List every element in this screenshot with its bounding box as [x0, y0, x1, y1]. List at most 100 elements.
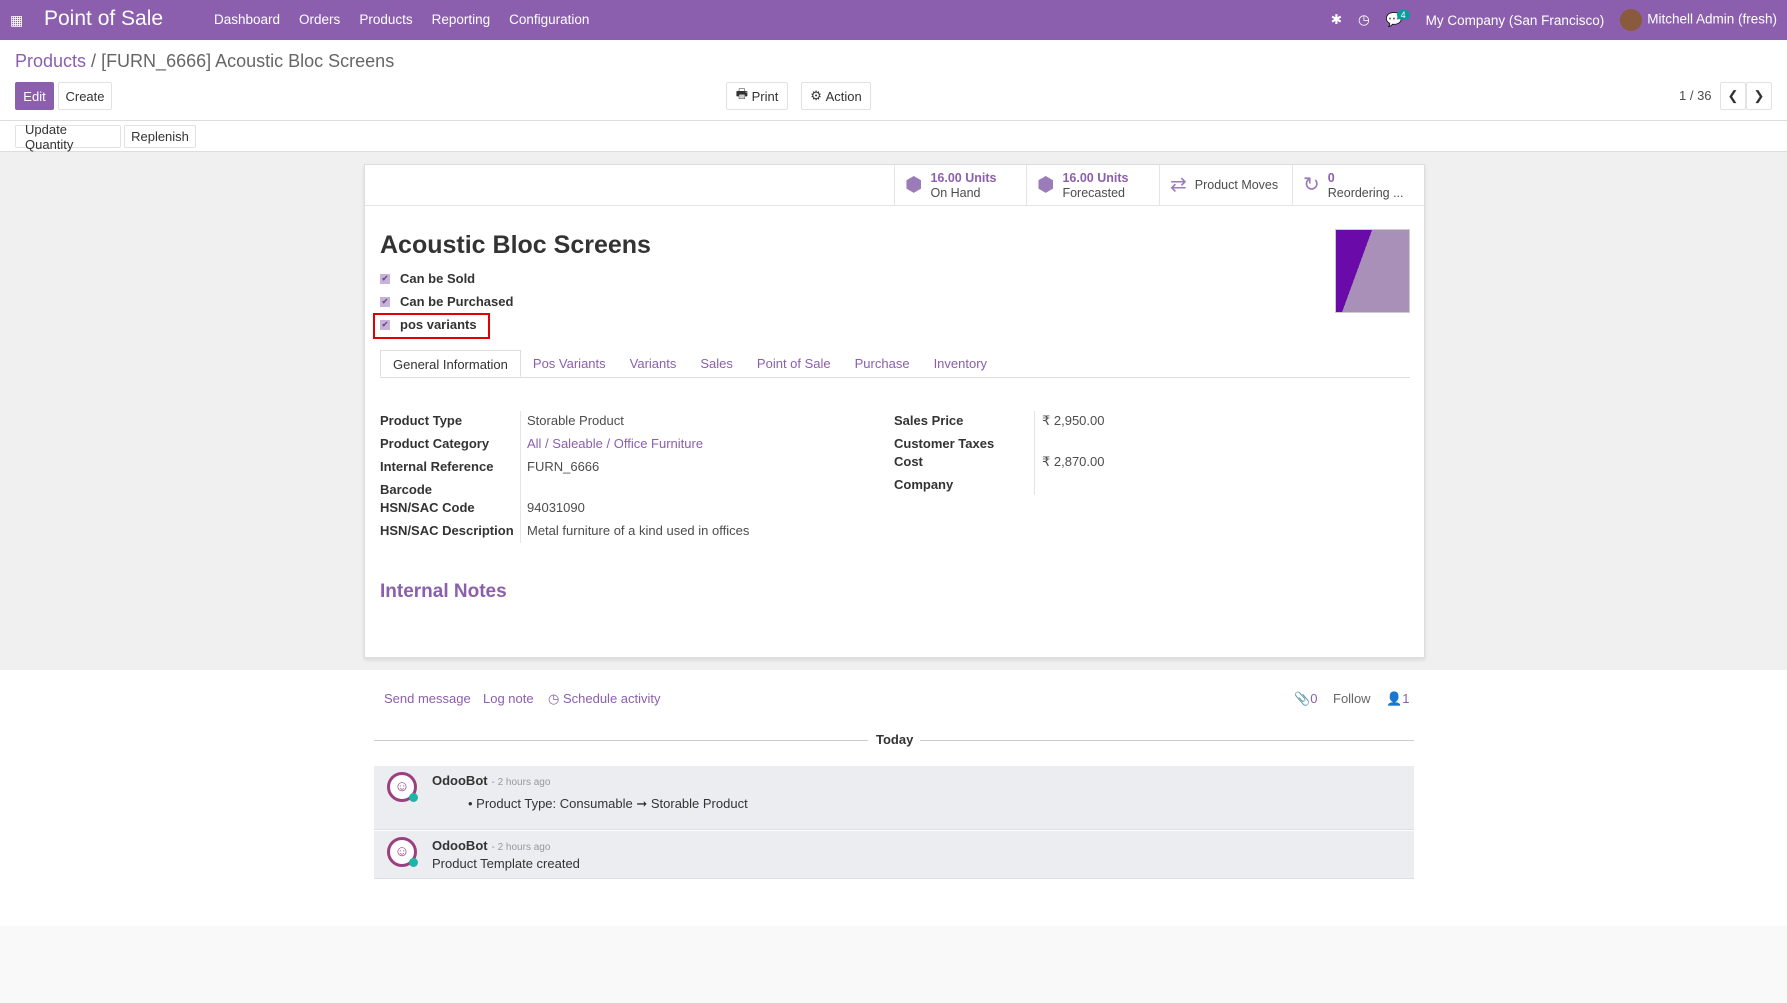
schedule-activity-label: Schedule activity	[562, 691, 661, 706]
avatar	[1620, 9, 1643, 31]
clock-icon[interactable]: ◷	[1358, 12, 1370, 27]
field-label: Cost	[894, 454, 923, 469]
stat-label: On Hand	[930, 185, 981, 200]
schedule-activity-button[interactable]: ◷ Schedule activity	[548, 691, 661, 707]
field-label: Product Category	[380, 436, 490, 451]
stat-value: 0	[1327, 170, 1335, 185]
user-name: Mitchell Admin (fresh)	[1647, 11, 1777, 27]
breadcrumb: Products / [FURN_6666] Acoustic Bloc Scr…	[15, 51, 395, 71]
field-separator	[520, 411, 521, 543]
breadcrumb-current: [FURN_6666] Acoustic Bloc Screens	[101, 51, 395, 71]
product-image[interactable]	[1335, 229, 1410, 313]
pos-variants-checkbox[interactable]: ✔ pos variants	[380, 317, 477, 332]
print-button[interactable]: 🖶 Print	[726, 82, 788, 110]
control-panel	[0, 40, 1787, 152]
breadcrumb-products[interactable]: Products	[15, 51, 87, 71]
update-quantity-button[interactable]: Update Quantity	[15, 122, 121, 152]
stat-label: Forecasted	[1062, 185, 1125, 200]
message-body: • Product Type: Consumable ➞ Storable Pr…	[468, 796, 748, 811]
product-type-value: Storable Product	[527, 413, 624, 428]
checkbox-label: Can be Purchased	[400, 294, 514, 309]
divider	[0, 120, 1787, 121]
cost-value: ₹ 2,870.00	[1042, 454, 1105, 469]
field-separator	[1034, 411, 1035, 495]
chat-icon[interactable]: 💬4	[1386, 10, 1410, 28]
followers-count: 1	[1402, 691, 1410, 706]
sales-price-value: ₹ 2,950.00	[1042, 413, 1105, 428]
stat-value: 16.00 Units	[1062, 170, 1129, 185]
stat-reordering[interactable]: ↻ 0 Reordering ...	[1292, 165, 1424, 206]
paperclip-icon: 📎	[1294, 691, 1311, 706]
pager-next-button[interactable]: ❯	[1746, 82, 1772, 110]
field-label: HSN/SAC Description	[380, 523, 514, 538]
pager-value[interactable]: 1 / 36	[1679, 88, 1712, 103]
today-label: Today	[876, 732, 914, 747]
tab-sales[interactable]: Sales	[700, 356, 733, 371]
attachments-button[interactable]: 📎0	[1294, 691, 1317, 707]
menu-reporting[interactable]: Reporting	[431, 12, 491, 27]
user-icon: 👤	[1386, 691, 1403, 706]
user-menu[interactable]: Mitchell Admin (fresh)	[1620, 9, 1777, 31]
product-category-link[interactable]: All / Saleable / Office Furniture	[527, 436, 704, 451]
field-label: HSN/SAC Code	[380, 500, 475, 515]
apps-menu-icon[interactable]: ▦	[10, 12, 24, 28]
separator-line	[374, 740, 868, 741]
checkbox-label: pos variants	[400, 317, 477, 332]
create-button[interactable]: Create	[58, 82, 112, 110]
stat-label: Reordering ...	[1327, 185, 1404, 200]
tab-general-information[interactable]: General Information	[380, 350, 521, 377]
highlight-box	[373, 313, 490, 339]
message-body: Product Template created	[432, 856, 580, 871]
form-sheet: ⬢ 16.00 Units On Hand ⬢ 16.00 Units Forecast…	[364, 164, 1425, 658]
refresh-icon: ↻	[1303, 174, 1320, 196]
check-icon: ✔	[380, 319, 390, 330]
can-be-sold-checkbox[interactable]: ✔ Can be Sold	[380, 271, 475, 286]
chat-badge: 4	[1396, 10, 1410, 20]
check-icon: ✔	[380, 296, 390, 307]
menu-products[interactable]: Products	[359, 12, 413, 27]
tab-point-of-sale[interactable]: Point of Sale	[756, 356, 831, 371]
top-navbar: ▦ Point of Sale Dashboard Orders Product…	[0, 0, 1787, 40]
tab-inventory[interactable]: Inventory	[933, 356, 988, 371]
odoobot-avatar: ☺	[387, 837, 418, 867]
cubes-icon: ⬢	[905, 174, 923, 196]
menu-orders[interactable]: Orders	[299, 12, 341, 27]
log-note-button[interactable]: Log note	[483, 691, 534, 706]
tab-pos-variants[interactable]: Pos Variants	[532, 356, 606, 371]
menu-dashboard[interactable]: Dashboard	[214, 12, 281, 27]
action-button[interactable]: ⚙ Action	[801, 82, 871, 110]
message-item: ☺ OdooBot - 2 hours ago • Product Type: …	[374, 766, 1414, 830]
exchange-icon: ⇄	[1170, 174, 1187, 196]
can-be-purchased-checkbox[interactable]: ✔ Can be Purchased	[380, 294, 513, 309]
edit-button[interactable]: Edit	[15, 82, 54, 110]
hsn-code-value: 94031090	[527, 500, 585, 515]
follow-button[interactable]: Follow	[1333, 691, 1371, 706]
checkbox-label: Can be Sold	[400, 271, 476, 286]
send-message-button[interactable]: Send message	[384, 691, 471, 706]
followers-button[interactable]: 👤1	[1386, 691, 1409, 707]
menu-configuration[interactable]: Configuration	[509, 12, 590, 27]
internal-notes-heading: Internal Notes	[380, 581, 507, 602]
app-title: Point of Sale	[44, 7, 164, 30]
field-label: Company	[894, 477, 954, 492]
stat-product-moves[interactable]: ⇄ Product Moves	[1159, 165, 1292, 206]
gear-icon: ⚙	[810, 88, 826, 103]
field-label: Barcode	[380, 482, 433, 497]
company-switcher[interactable]: My Company (San Francisco)	[1425, 12, 1605, 28]
message-author: OdooBot	[432, 838, 488, 853]
action-label: Action	[825, 88, 862, 104]
stat-on-hand[interactable]: ⬢ 16.00 Units On Hand	[894, 165, 1026, 206]
separator-line	[920, 740, 1414, 741]
message-time: - 2 hours ago	[491, 842, 551, 853]
tab-purchase[interactable]: Purchase	[854, 356, 910, 371]
tracking-change: Product Type: Consumable ➞ Storable Prod…	[476, 796, 748, 811]
field-label: Internal Reference	[380, 459, 494, 474]
tab-variants[interactable]: Variants	[629, 356, 677, 371]
pager-previous-button[interactable]: ❮	[1720, 82, 1746, 110]
hsn-description-value: Metal furniture of a kind used in office…	[527, 523, 750, 538]
replenish-button[interactable]: Replenish	[124, 125, 196, 148]
stat-forecasted[interactable]: ⬢ 16.00 Units Forecasted	[1026, 165, 1159, 206]
bug-icon[interactable]: ✱	[1330, 12, 1343, 27]
print-icon: 🖶	[735, 86, 752, 101]
product-name: Acoustic Bloc Screens	[380, 231, 651, 259]
